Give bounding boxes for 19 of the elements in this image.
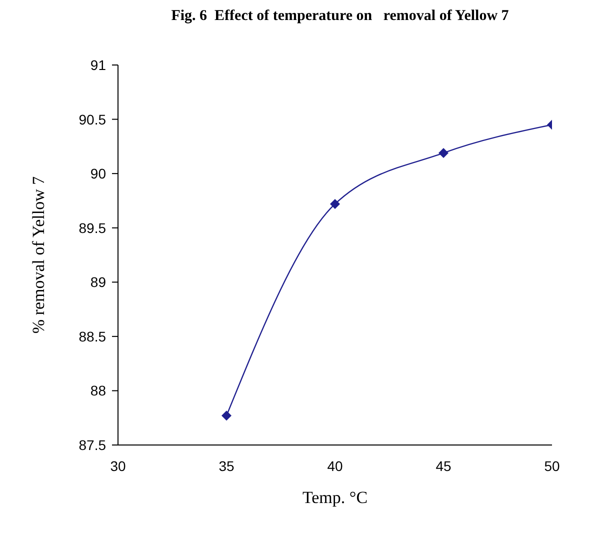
y-tick-label: 89.5 [78,220,106,236]
x-tick-label: 45 [436,458,452,474]
point [330,198,340,209]
chart-title: Fig. 6 Effect of temperature on removal of Yellow 7 [170,8,510,25]
x-tick-label: 35 [218,458,234,474]
y-tick-label: 90.5 [78,111,106,128]
y-tick-label: 89 [90,274,106,290]
x-tick-label: 40 [327,458,343,474]
y-tick-label: 91 [90,56,106,73]
point [222,410,232,421]
y-axis-title: % removal of Yellow 7 [29,176,48,334]
x-axis-title: Temp. °C [302,488,368,507]
x-tick-label: 30 [110,458,126,474]
y-tick-label: 88 [90,382,106,399]
point [438,148,448,158]
y-tick-label: 87.5 [78,436,106,453]
y-tick-label: 90 [90,166,106,182]
y-tick-label: 88.5 [78,328,106,344]
x-tick-label: 50 [544,458,560,474]
